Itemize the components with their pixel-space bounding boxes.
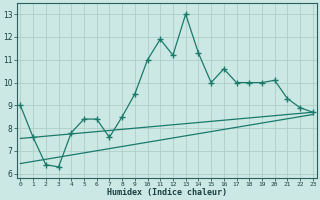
X-axis label: Humidex (Indice chaleur): Humidex (Indice chaleur) (107, 188, 227, 197)
